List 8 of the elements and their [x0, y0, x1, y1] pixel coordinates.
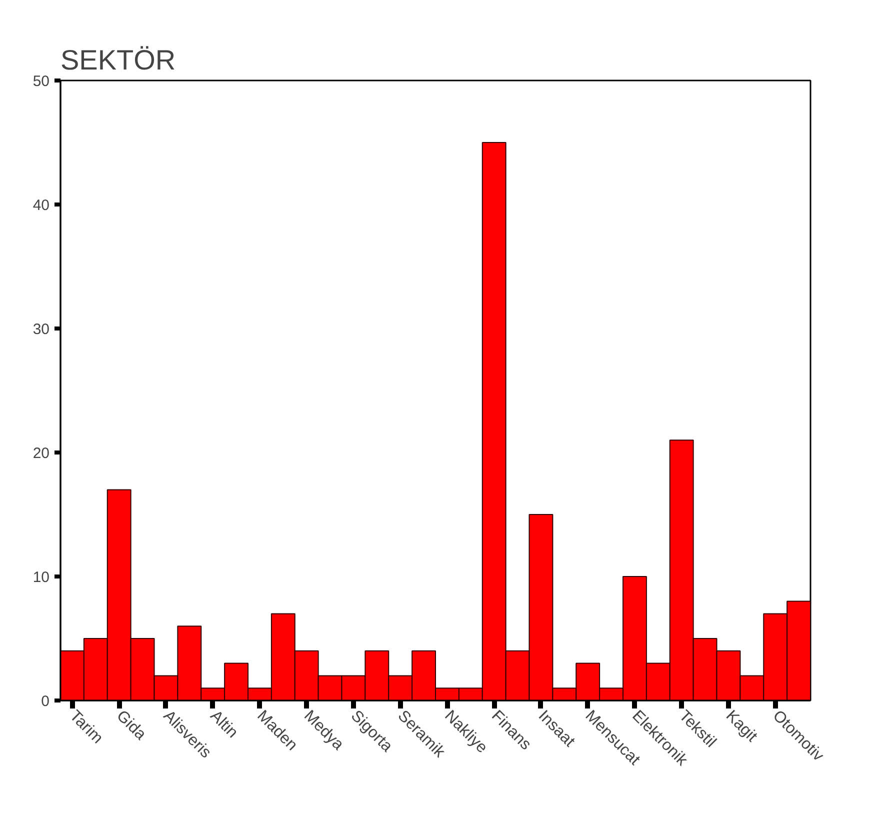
chart-title: SEKTÖR	[60, 44, 176, 76]
y-tick-label: 10	[32, 569, 50, 586]
y-tick-label: 50	[32, 73, 50, 90]
y-tick-label: 30	[32, 321, 50, 338]
y-tick-label: 20	[32, 445, 50, 462]
y-tick-label: 40	[32, 197, 50, 214]
y-tick-label: 0	[41, 693, 50, 710]
x-tick-label: Altin	[206, 707, 241, 742]
